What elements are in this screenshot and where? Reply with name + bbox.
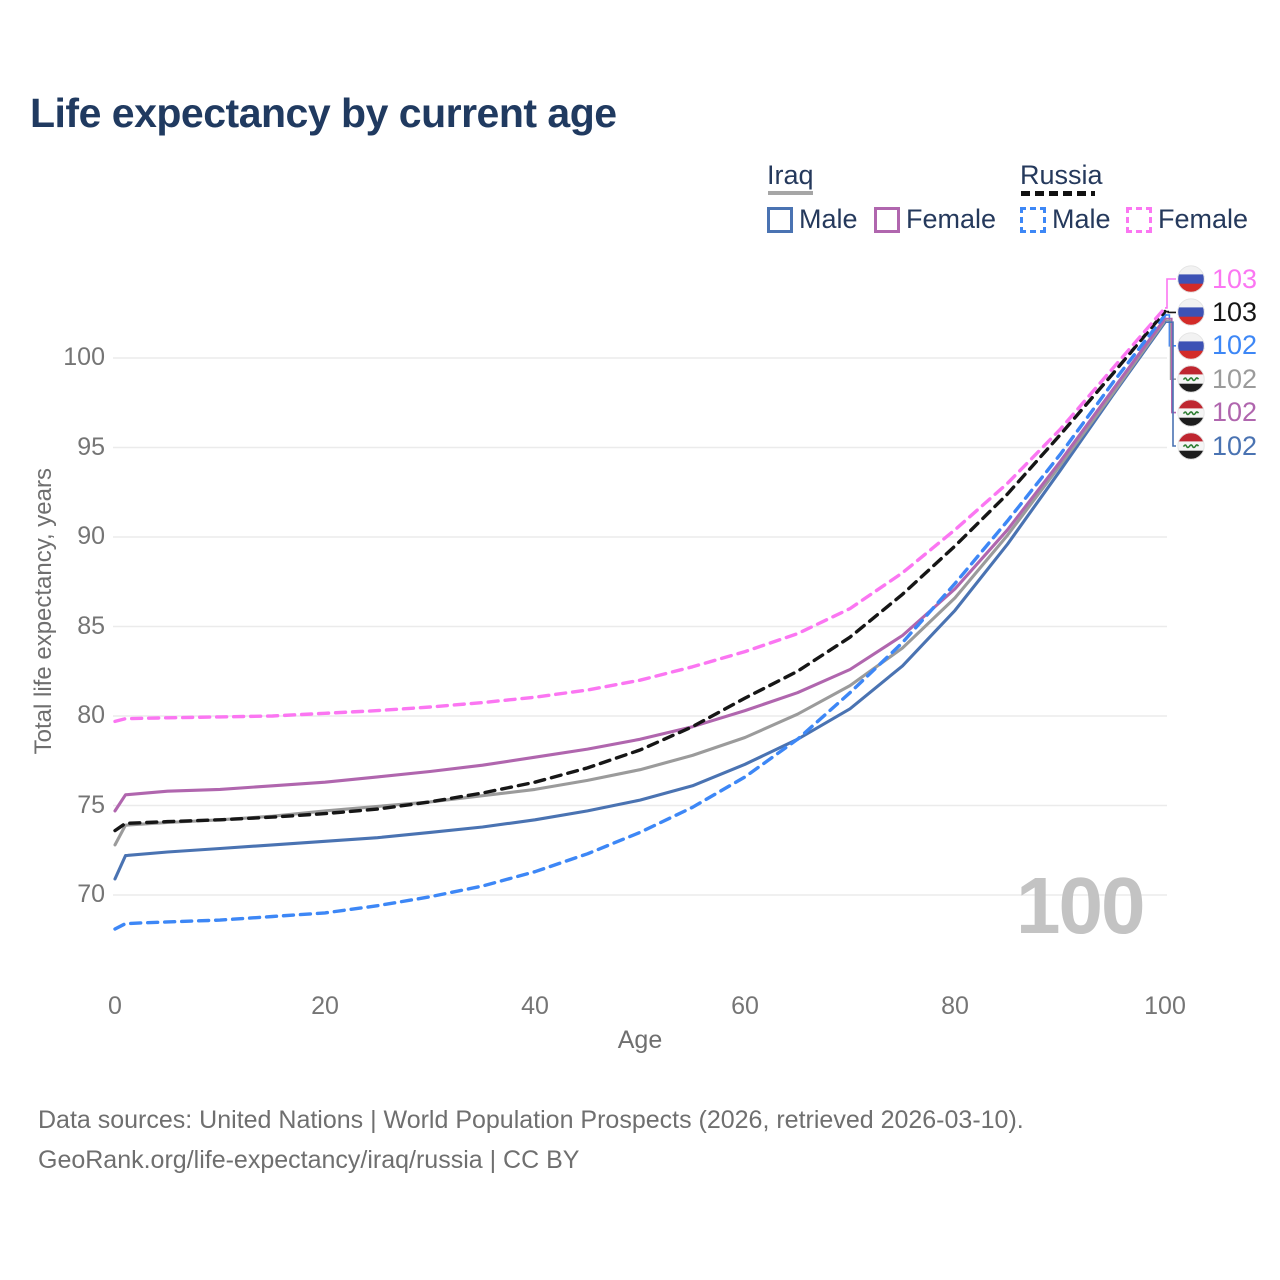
x-tick-label: 100 — [1144, 992, 1186, 1020]
iraq-flag-icon — [1177, 398, 1205, 427]
y-tick-label: 80 — [77, 701, 105, 729]
legend-item-iraq-male[interactable]: Male — [767, 204, 858, 235]
series-line-iraq-both-sexes[interactable] — [113, 318, 1167, 847]
legend-swatch-iraq-female-icon — [874, 206, 900, 233]
russia-flag-icon — [1177, 298, 1205, 326]
y-tick-label: 85 — [77, 611, 105, 640]
end-label-iraq-both-sexes: 102 — [1177, 365, 1257, 393]
end-label-value: 102 — [1212, 363, 1258, 394]
x-tick-label: 20 — [311, 992, 339, 1020]
end-label-iraq-female: 102 — [1177, 399, 1257, 427]
end-label-leader-line — [1165, 321, 1176, 447]
end-label-value: 103 — [1212, 263, 1258, 294]
legend-russia-line-swatch — [1021, 191, 1095, 196]
y-tick-label: 90 — [77, 522, 105, 550]
end-label-leader-line — [1165, 317, 1176, 414]
legend-label: Male — [799, 204, 858, 234]
legend-group-iraq-label: Iraq — [767, 160, 814, 190]
series-line-russia-both-sexes[interactable] — [113, 309, 1167, 833]
footer-data-sources: Data sources: United Nations | World Pop… — [38, 1106, 1024, 1134]
russia-flag-icon — [1177, 332, 1205, 360]
y-tick-label: 75 — [77, 790, 105, 819]
legend-group-russia-label: Russia — [1020, 160, 1103, 190]
series-line-russia-male[interactable] — [113, 313, 1167, 931]
end-label-russia-female: 103 — [1177, 265, 1257, 293]
x-tick-label: 0 — [108, 992, 122, 1020]
end-label-iraq-male: 102 — [1177, 432, 1257, 460]
end-label-leader-line — [1165, 319, 1176, 381]
legend-swatch-russia-female-icon — [1126, 206, 1152, 233]
end-label-leader-line — [1165, 310, 1176, 314]
russia-flag-icon — [1177, 265, 1205, 293]
x-tick-label: 40 — [521, 992, 549, 1020]
end-label-value: 102 — [1212, 430, 1258, 461]
y-tick-label: 100 — [63, 343, 105, 371]
y-tick-label: 95 — [77, 432, 105, 461]
end-label-value: 103 — [1212, 296, 1258, 327]
legend-item-iraq-female[interactable]: Female — [874, 204, 996, 235]
x-tick-label: 60 — [731, 992, 759, 1020]
footer-attribution: GeoRank.org/life-expectancy/iraq/russia … — [38, 1146, 580, 1174]
x-tick-label: 80 — [941, 992, 969, 1020]
age-counter-watermark: 100 — [1016, 861, 1145, 950]
iraq-flag-icon — [1177, 365, 1205, 393]
end-label-value: 102 — [1212, 397, 1258, 428]
end-label-leader-line — [1165, 278, 1176, 309]
legend-swatch-russia-male-icon — [1020, 206, 1046, 233]
end-label-value: 102 — [1212, 330, 1258, 361]
series-line-iraq-male[interactable] — [113, 320, 1167, 881]
legend-item-russia-male[interactable]: Male — [1020, 204, 1111, 235]
end-label-russia-male: 102 — [1177, 332, 1257, 360]
series-line-iraq-female[interactable] — [113, 317, 1167, 813]
iraq-flag-icon — [1177, 432, 1205, 460]
x-axis-title: Age — [617, 1026, 663, 1054]
end-label-russia-both-sexes: 103 — [1177, 298, 1257, 326]
legend-label: Female — [1158, 204, 1249, 234]
legend-label: Male — [1052, 204, 1111, 234]
legend-swatch-iraq-male-icon — [767, 206, 793, 233]
page-title: Life expectancy by current age — [30, 90, 617, 136]
legend-iraq-line-swatch — [768, 191, 813, 195]
legend-item-russia-female[interactable]: Female — [1126, 204, 1248, 235]
legend-label: Female — [906, 204, 997, 234]
y-tick-label: 70 — [77, 880, 105, 908]
series-line-russia-female[interactable] — [113, 306, 1167, 724]
